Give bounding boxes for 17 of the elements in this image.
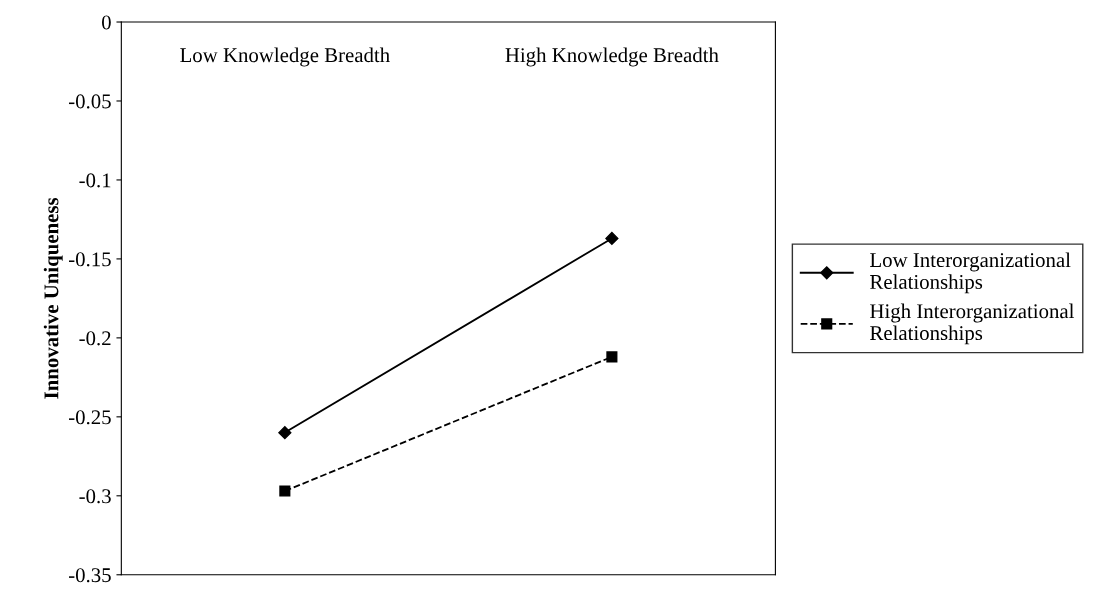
point bbox=[279, 485, 291, 497]
point bbox=[606, 351, 618, 363]
y-tick-label: -0.1 bbox=[79, 173, 111, 188]
point bbox=[278, 426, 292, 440]
y-tick-label: -0.2 bbox=[79, 331, 111, 346]
legend-label: Low Interorganizational Relationships bbox=[870, 252, 1071, 294]
point bbox=[605, 231, 619, 245]
y-tick-label: -0.05 bbox=[68, 94, 111, 109]
x-tick-label: High Knowledge Breadth bbox=[505, 47, 719, 67]
y-tick-label: -0.3 bbox=[79, 489, 111, 504]
y-tick-label: -0.35 bbox=[68, 568, 111, 583]
y-tick-label: -0.15 bbox=[68, 252, 111, 267]
y-axis-title: Innovative Uniqueness bbox=[43, 197, 63, 399]
x-tick-label: Low Knowledge Breadth bbox=[180, 47, 390, 67]
legend-label: High Interorganizational Relationships bbox=[870, 303, 1075, 345]
y-tick-label: 0 bbox=[101, 15, 111, 30]
y-tick-label: -0.25 bbox=[68, 410, 111, 425]
